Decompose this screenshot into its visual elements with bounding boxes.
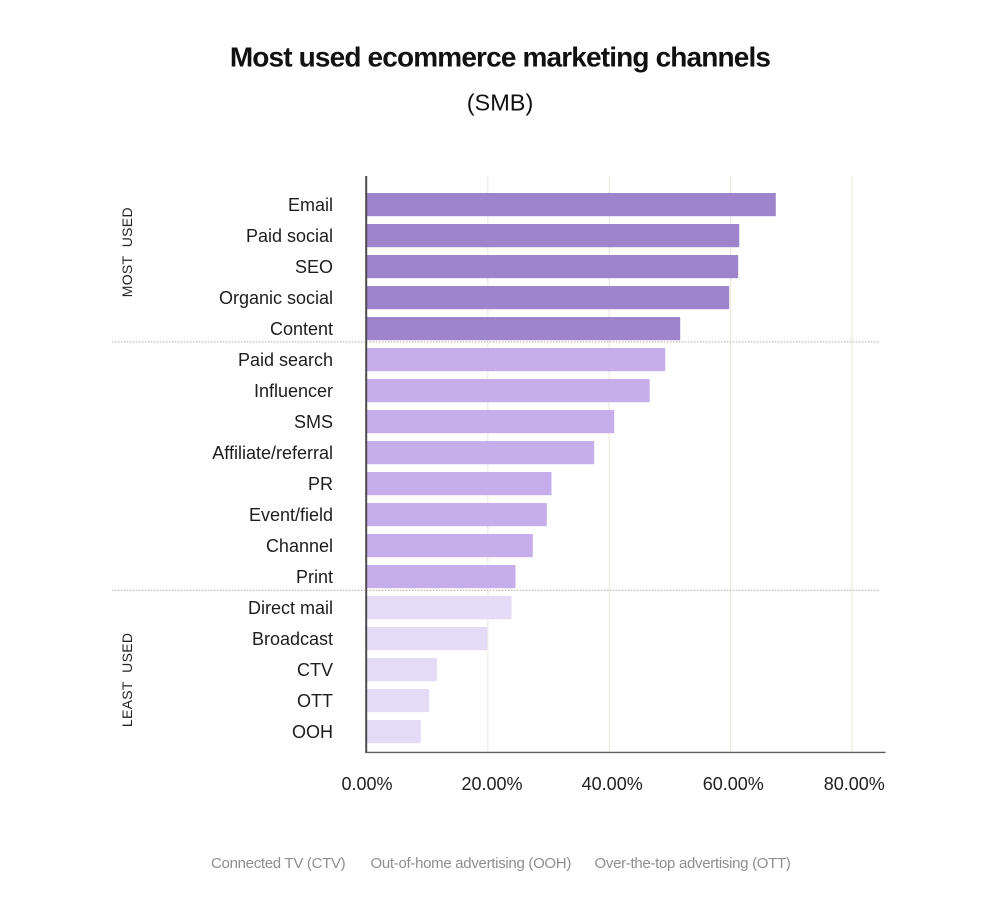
svg-text:MOST USED: MOST USED [119,207,135,297]
svg-text:Event/field: Event/field [249,505,333,525]
svg-text:Content: Content [270,319,333,339]
svg-text:Connected TV (CTV): Connected TV (CTV) [211,855,346,872]
svg-text:Paid search: Paid search [238,350,333,370]
svg-text:60.00%: 60.00% [703,774,764,794]
svg-text:LEAST USED: LEAST USED [119,633,135,727]
svg-text:SMS: SMS [294,412,333,432]
svg-text:(SMB): (SMB) [467,90,534,116]
svg-text:Channel: Channel [266,536,333,556]
svg-text:SEO: SEO [295,257,333,277]
svg-text:Broadcast: Broadcast [252,629,333,649]
svg-text:Out-of-home advertising (OOH): Out-of-home advertising (OOH) [371,855,572,872]
svg-text:PR: PR [308,474,333,494]
svg-text:0.00%: 0.00% [341,774,392,794]
svg-text:CTV: CTV [297,660,333,680]
svg-text:Influencer: Influencer [254,381,333,401]
svg-text:Direct mail: Direct mail [248,598,333,618]
svg-text:40.00%: 40.00% [582,774,643,794]
svg-text:Email: Email [288,195,333,215]
svg-text:80.00%: 80.00% [824,774,885,794]
svg-text:OTT: OTT [297,691,333,711]
svg-text:Most used ecommerce marketing: Most used ecommerce marketing channels [230,42,771,73]
svg-text:Over-the-top advertising (OTT): Over-the-top advertising (OTT) [595,855,791,872]
svg-text:Print: Print [296,567,333,587]
svg-text:Organic social: Organic social [219,288,333,308]
svg-text:20.00%: 20.00% [461,774,522,794]
svg-text:Affiliate/referral: Affiliate/referral [212,443,333,463]
svg-text:Paid social: Paid social [246,226,333,246]
svg-text:OOH: OOH [292,722,333,742]
